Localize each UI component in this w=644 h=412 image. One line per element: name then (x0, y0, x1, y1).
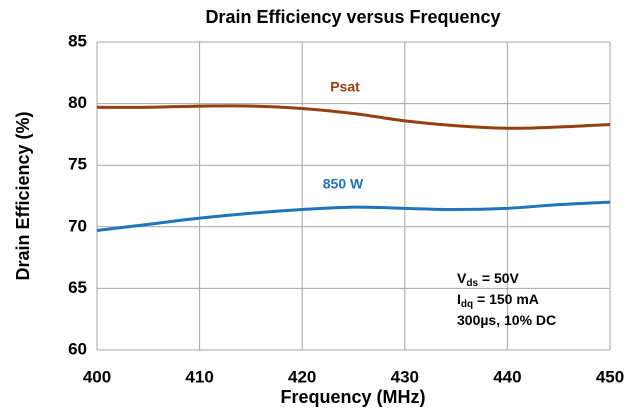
condition-part: 300µs, 10% DC (457, 312, 556, 328)
chart-title: Drain Efficiency versus Frequency (205, 7, 500, 27)
x-axis-label: Frequency (MHz) (280, 387, 425, 407)
x-tick-label: 430 (391, 367, 419, 386)
x-tick-label: 450 (596, 367, 624, 386)
x-tick-label: 400 (83, 367, 111, 386)
condition-text: 300µs, 10% DC (457, 312, 556, 328)
subscript: dq (461, 299, 473, 310)
y-axis-label: Drain Efficiency (%) (13, 111, 33, 280)
condition-part: V (457, 270, 467, 286)
series-label: 850 W (323, 176, 364, 192)
y-tick-label: 70 (68, 216, 87, 235)
x-tick-label: 440 (493, 367, 521, 386)
y-tick-label: 85 (68, 31, 87, 50)
condition-part: = 150 mA (473, 291, 539, 307)
condition-text: Vds = 50V (457, 270, 520, 289)
series-label: Psat (330, 79, 360, 95)
condition-text: Idq = 150 mA (457, 291, 539, 310)
y-tick-label: 60 (68, 339, 87, 358)
y-tick-label: 65 (68, 278, 87, 297)
series-line (96, 200, 611, 232)
series-line (96, 104, 611, 130)
x-tick-label: 410 (185, 367, 213, 386)
condition-part: I (457, 291, 461, 307)
x-tick-label: 420 (288, 367, 316, 386)
condition-part: = 50V (478, 270, 520, 286)
subscript: ds (466, 278, 478, 289)
y-tick-label: 75 (68, 155, 87, 174)
y-tick-label: 80 (68, 93, 87, 112)
